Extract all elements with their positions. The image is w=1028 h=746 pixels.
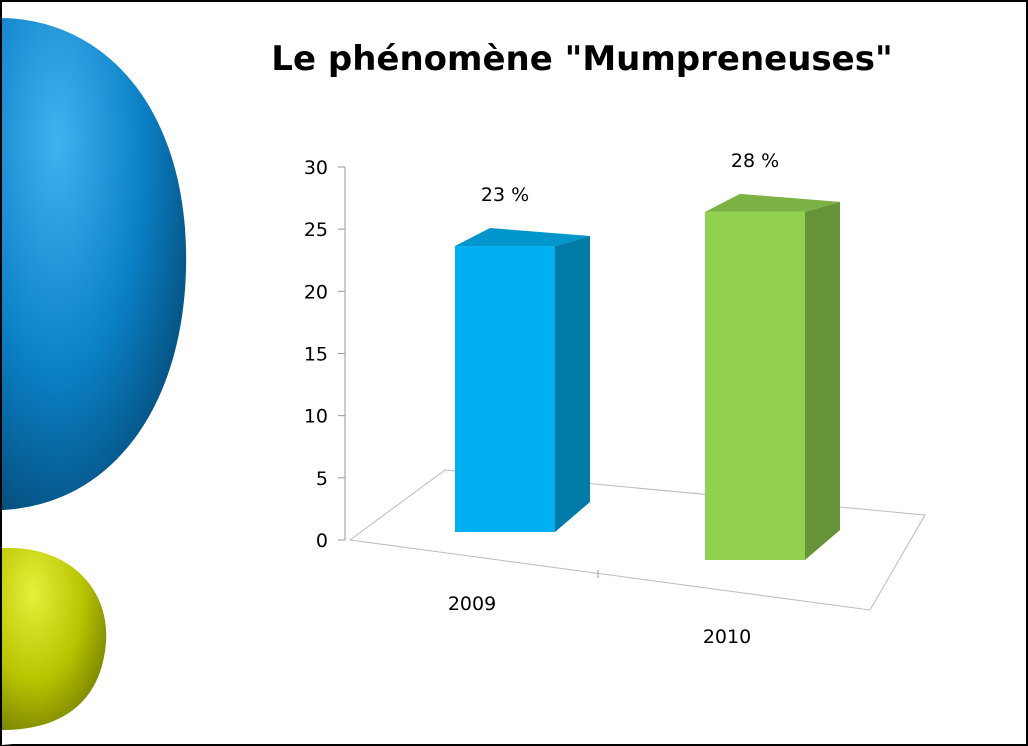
blue-blob [2,18,187,510]
x-tick-label: 2010 [703,626,751,648]
y-tick-label: 10 [304,406,328,428]
value-label: 28 % [731,150,779,172]
x-tick-label: 2009 [448,593,496,615]
bar [455,246,555,533]
value-label: 23 % [481,184,529,206]
y-tick-label: 30 [304,157,328,179]
y-tick-label: 5 [316,468,328,490]
floor [348,469,926,611]
green-blob [2,547,107,730]
y-tick-label: 0 [316,530,328,552]
bar-side [555,236,590,533]
chart-title: Le phénomène "Mumpreneuses" [271,39,892,79]
y-tick-label: 25 [304,219,328,241]
bar-top [705,193,840,212]
bar-side [805,201,840,560]
y-tick-label: 15 [304,344,328,366]
y-tick-label: 20 [304,281,328,303]
bar [705,211,805,560]
bar-top [455,228,590,247]
